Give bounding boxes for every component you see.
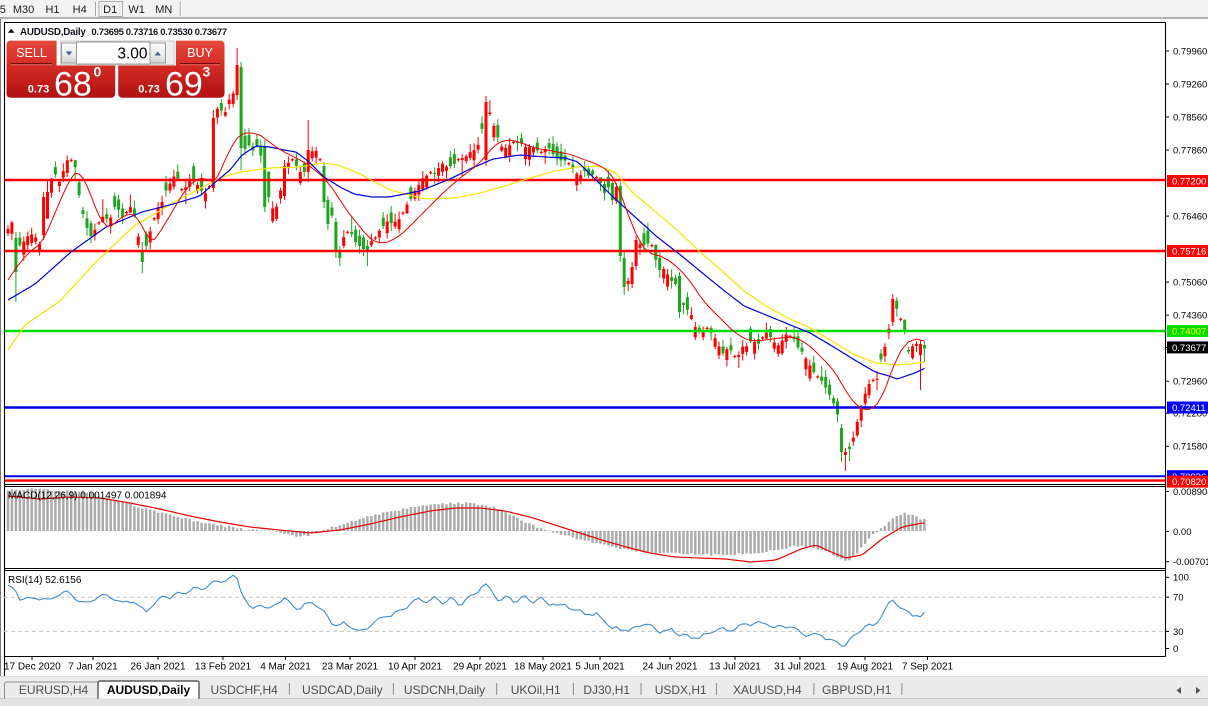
svg-text:31 Jul 2021: 31 Jul 2021	[774, 662, 826, 673]
svg-text:24 Jun 2021: 24 Jun 2021	[642, 662, 697, 673]
svg-text:GBPUSD,H1: GBPUSD,H1	[822, 683, 892, 697]
svg-text:4 Mar 2021: 4 Mar 2021	[260, 662, 311, 673]
svg-text:0.73: 0.73	[28, 84, 49, 96]
svg-text:7 Sep 2021: 7 Sep 2021	[902, 662, 954, 673]
svg-text:XAUUSD,H4: XAUUSD,H4	[733, 683, 802, 697]
svg-text:USDCNH,Daily: USDCNH,Daily	[404, 683, 485, 697]
svg-text:RSI(14) 52.6156: RSI(14) 52.6156	[8, 575, 82, 586]
svg-text:AUDUSD,Daily: AUDUSD,Daily	[20, 27, 86, 38]
svg-text:70: 70	[1173, 593, 1184, 604]
svg-text:7 Jan 2021: 7 Jan 2021	[68, 662, 118, 673]
svg-text:0.74360: 0.74360	[1173, 311, 1207, 322]
svg-text:MN: MN	[155, 4, 172, 16]
svg-text:0.73677: 0.73677	[195, 27, 227, 38]
svg-text:3.00: 3.00	[117, 46, 148, 63]
svg-text:30: 30	[1173, 627, 1184, 638]
svg-text:UKOil,H1: UKOil,H1	[511, 683, 561, 697]
svg-text:USDX,H1: USDX,H1	[655, 683, 707, 697]
svg-text:68: 68	[54, 66, 92, 104]
svg-text:0.78560: 0.78560	[1173, 112, 1207, 123]
svg-text:DJ30,H1: DJ30,H1	[583, 683, 630, 697]
svg-text:0.77860: 0.77860	[1173, 146, 1207, 157]
svg-text:0.75060: 0.75060	[1173, 278, 1207, 289]
svg-text:29 Apr 2021: 29 Apr 2021	[453, 662, 507, 673]
svg-text:0.72960: 0.72960	[1173, 377, 1207, 388]
svg-text:18 May 2021: 18 May 2021	[514, 662, 572, 673]
svg-text:5 Jun 2021: 5 Jun 2021	[575, 662, 625, 673]
svg-text:SELL: SELL	[16, 46, 47, 60]
svg-text:0.76460: 0.76460	[1173, 212, 1207, 223]
svg-text:0.73: 0.73	[138, 84, 159, 96]
svg-text:19 Aug 2021: 19 Aug 2021	[837, 662, 894, 673]
svg-text:17 Dec 2020: 17 Dec 2020	[4, 662, 61, 673]
svg-text:0: 0	[94, 64, 102, 80]
svg-text:H1: H1	[45, 4, 59, 16]
svg-text:10 Apr 2021: 10 Apr 2021	[388, 662, 442, 673]
svg-text:0.73530: 0.73530	[160, 27, 192, 38]
svg-text:H4: H4	[73, 4, 87, 16]
svg-text:EURUSD,H4: EURUSD,H4	[19, 683, 89, 697]
svg-text:0: 0	[1173, 644, 1178, 655]
svg-text:AUDUSD,Daily: AUDUSD,Daily	[107, 683, 191, 697]
svg-text:69: 69	[165, 66, 203, 104]
svg-text:0.77200: 0.77200	[1172, 177, 1206, 188]
svg-text:13 Jul 2021: 13 Jul 2021	[709, 662, 761, 673]
svg-text:0.73716: 0.73716	[126, 27, 158, 38]
svg-text:M30: M30	[13, 4, 34, 16]
svg-text:0.79260: 0.79260	[1173, 79, 1207, 90]
svg-text:0.008904: 0.008904	[1173, 487, 1208, 498]
svg-text:0.73695: 0.73695	[91, 27, 124, 38]
svg-text:0.75716: 0.75716	[1172, 247, 1206, 258]
svg-text:0.71580: 0.71580	[1173, 442, 1207, 453]
svg-text:USDCAD,Daily: USDCAD,Daily	[302, 683, 383, 697]
svg-text:MACD(12,26,9) 0.001497 0.00189: MACD(12,26,9) 0.001497 0.001894	[8, 491, 167, 502]
svg-text:26 Jan 2021: 26 Jan 2021	[130, 662, 185, 673]
svg-text:W1: W1	[128, 4, 145, 16]
svg-text:0.72280: 0.72280	[1173, 409, 1207, 420]
svg-text:13 Feb 2021: 13 Feb 2021	[195, 662, 252, 673]
svg-text:0.73677: 0.73677	[1172, 343, 1206, 354]
svg-text:BUY: BUY	[187, 46, 213, 60]
svg-text:3: 3	[203, 64, 211, 80]
svg-text:5: 5	[0, 4, 6, 16]
svg-text:USDCHF,H4: USDCHF,H4	[211, 683, 279, 697]
svg-text:0.72411: 0.72411	[1172, 403, 1206, 414]
svg-text:D1: D1	[103, 4, 117, 16]
svg-text:0.00: 0.00	[1173, 527, 1192, 538]
svg-text:0.74007: 0.74007	[1172, 327, 1206, 338]
svg-text:23 Mar 2021: 23 Mar 2021	[322, 662, 379, 673]
svg-text:100: 100	[1173, 573, 1189, 584]
svg-text:0.70820: 0.70820	[1172, 477, 1206, 488]
svg-text:0.79960: 0.79960	[1173, 46, 1207, 57]
svg-text:-0.007013: -0.007013	[1173, 557, 1208, 568]
